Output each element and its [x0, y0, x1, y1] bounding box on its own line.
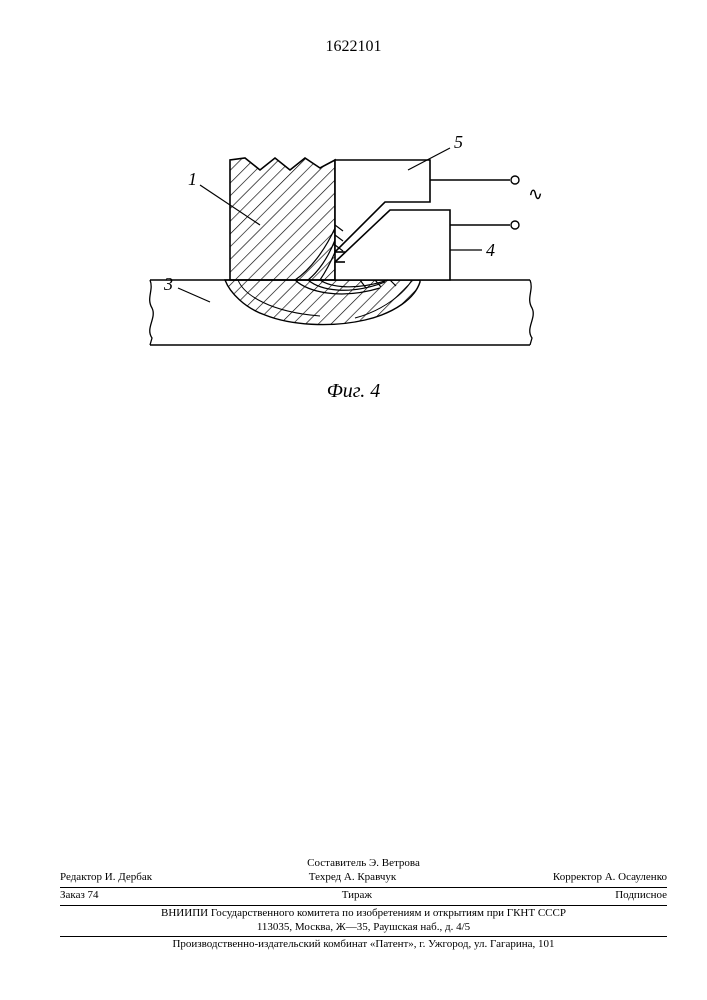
document-number: 1622101	[0, 38, 707, 56]
editor: Редактор И. Дербак	[60, 871, 152, 885]
rule-1	[60, 887, 667, 888]
page: 1622101	[0, 0, 707, 1000]
print-run: Тираж	[342, 889, 372, 903]
vertical-piece	[230, 158, 335, 280]
rule-3	[60, 936, 667, 937]
label-5: 5	[454, 132, 463, 152]
figure-svg: 1 3 5 4 ∿	[130, 130, 570, 380]
org-line: ВНИИПИ Государственного комитета по изоб…	[60, 907, 667, 921]
subscription: Подписное	[615, 889, 667, 903]
address-line: 113035, Москва, Ж—35, Раушская наб., д. …	[60, 921, 667, 935]
weld-pool	[225, 280, 420, 325]
tech: Техред А. Кравчук	[309, 871, 396, 885]
label-3: 3	[163, 274, 173, 294]
footer-row-1: Редактор И. Дербак Техред А. Кравчук Кор…	[60, 871, 667, 885]
corrector: Корректор А. Осауленко	[553, 871, 667, 885]
footer-row-2: Заказ 74 Тираж Подписное	[60, 889, 667, 903]
figure-4: 1 3 5 4 ∿	[130, 130, 570, 385]
order: Заказ 74	[60, 889, 99, 903]
ac-symbol: ∿	[528, 184, 543, 204]
figure-caption: Фиг. 4	[0, 380, 707, 403]
printer-line: Производственно-издательский комбинат «П…	[60, 938, 667, 952]
footer-block: Составитель Э. Ветрова Редактор И. Дерба…	[60, 857, 667, 953]
compiler-line: Составитель Э. Ветрова	[60, 857, 667, 871]
label-4: 4	[486, 240, 495, 260]
label-1: 1	[188, 169, 197, 189]
rule-2	[60, 905, 667, 906]
